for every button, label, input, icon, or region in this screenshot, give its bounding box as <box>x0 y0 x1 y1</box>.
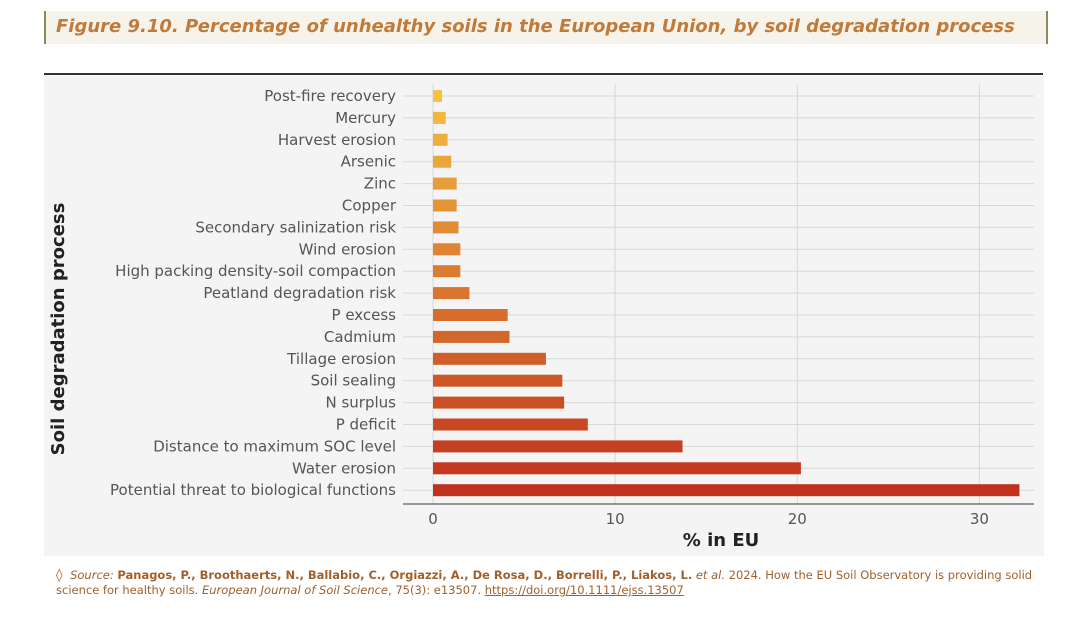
bar <box>433 287 470 300</box>
bar <box>433 462 801 475</box>
bar <box>433 352 546 365</box>
bar <box>433 265 461 278</box>
category-label: N surplus <box>326 394 397 412</box>
category-label: Harvest erosion <box>278 131 396 149</box>
category-label: Wind erosion <box>299 240 396 258</box>
bar <box>433 199 457 212</box>
bars <box>433 90 1020 497</box>
top-rule <box>44 73 1043 75</box>
bar <box>433 484 1020 497</box>
bar <box>433 374 563 387</box>
bar <box>433 418 588 431</box>
bar <box>433 90 443 102</box>
bar <box>433 309 508 321</box>
source-authors: Panagos, P., Broothaerts, N., Ballabio, … <box>117 568 693 582</box>
x-tick-label: 10 <box>606 510 625 528</box>
category-label: Copper <box>342 197 397 215</box>
category-label: Tillage erosion <box>286 350 396 368</box>
category-label: Peatland degradation risk <box>203 284 396 302</box>
source-journal: European Journal of Soil Science <box>201 583 389 597</box>
bar <box>433 440 683 453</box>
bar-chart: Post-fire recovery Mercury Harvest erosion… <box>44 76 1044 556</box>
bar <box>433 243 461 256</box>
bar <box>433 396 565 409</box>
source-text: 2024. How the EU Soil Observatory is pro… <box>56 568 1033 597</box>
x-axis-label: % in EU <box>683 530 759 551</box>
lozenge-icon: ◊ <box>56 568 63 583</box>
category-label: Water erosion <box>292 459 396 477</box>
category-label: Distance to maximum SOC level <box>153 437 396 455</box>
x-tick-label: 0 <box>428 510 438 528</box>
source-etal: et al. <box>695 568 725 582</box>
bar <box>433 111 446 124</box>
x-ticks: 0 10 20 30 <box>428 510 989 528</box>
category-label: Zinc <box>364 175 396 193</box>
category-label: Arsenic <box>341 153 396 171</box>
category-label: High packing density-soil compaction <box>115 262 396 280</box>
category-label: P deficit <box>336 416 396 434</box>
category-label: Cadmium <box>324 328 396 346</box>
category-label: Soil sealing <box>311 372 396 390</box>
source-label: Source: <box>70 568 114 582</box>
bar <box>433 155 452 168</box>
source-volume: , 75(3): e13507. <box>388 583 482 597</box>
y-axis-label: Soil degradation process <box>48 203 69 456</box>
bar <box>433 133 448 146</box>
x-tick-label: 20 <box>788 510 807 528</box>
category-label: Post-fire recovery <box>264 87 396 105</box>
category-labels: Post-fire recovery Mercury Harvest erosion… <box>110 87 397 499</box>
bar <box>433 221 459 234</box>
category-label: Secondary salinization risk <box>195 218 396 236</box>
figure-title: Figure 9.10. Percentage of unhealthy soi… <box>56 16 1015 37</box>
bar <box>433 330 510 343</box>
category-label: P excess <box>332 306 397 324</box>
chart-background <box>44 76 1044 556</box>
source-doi-link[interactable]: https://doi.org/10.1111/ejss.13507 <box>484 583 684 597</box>
bar <box>433 177 457 190</box>
figure-title-box: Figure 9.10. Percentage of unhealthy soi… <box>44 11 1048 44</box>
source-note: ◊ Source: Panagos, P., Broothaerts, N., … <box>56 568 1046 598</box>
category-label: Mercury <box>335 109 396 127</box>
x-tick-label: 30 <box>970 510 989 528</box>
category-label: Potential threat to biological functions <box>110 481 396 499</box>
